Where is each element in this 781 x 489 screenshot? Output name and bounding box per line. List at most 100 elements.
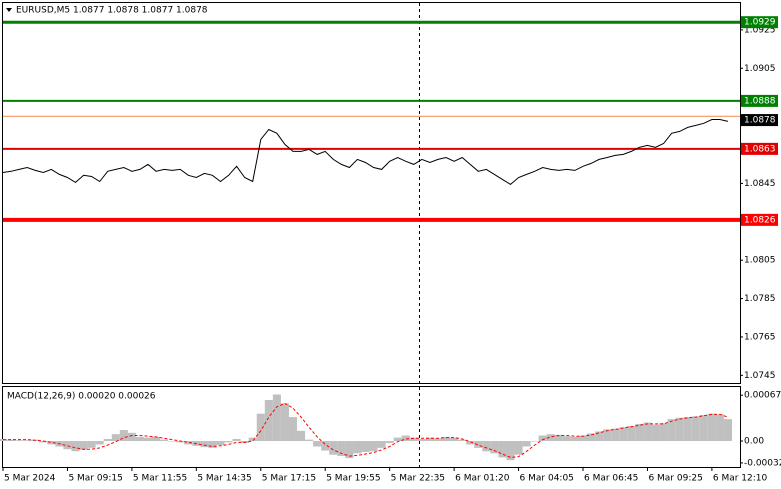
- macd-bar: [538, 435, 547, 442]
- x-tick-label: 5 Mar 17:15: [262, 474, 316, 484]
- macd-bar: [7, 439, 16, 442]
- x-tick-label: 5 Mar 14:35: [197, 474, 251, 484]
- macd-bar: [176, 441, 185, 443]
- macd-bar: [184, 441, 193, 445]
- macd-title: MACD(12,26,9) 0.00020 0.00026: [7, 392, 156, 402]
- macd-bar: [305, 439, 314, 442]
- macd-bar: [506, 441, 515, 461]
- macd-bar: [691, 416, 700, 442]
- macd-bar: [417, 438, 426, 442]
- macd-bar: [546, 434, 555, 442]
- signal-line: [3, 402, 729, 458]
- macd-bar: [256, 413, 265, 442]
- y-tick-label: 1.0765: [744, 332, 776, 342]
- macd-bar: [216, 441, 225, 446]
- macd-bar: [619, 427, 628, 442]
- level-label: 1.0929: [744, 18, 776, 28]
- macd-bar: [699, 415, 708, 442]
- macd-bar: [369, 441, 378, 452]
- macd-bar: [63, 441, 72, 450]
- macd-bar: [409, 437, 418, 442]
- macd-bar: [587, 433, 596, 442]
- level-label-box: [741, 142, 778, 155]
- macd-bar: [224, 441, 233, 443]
- macd-bar: [87, 441, 96, 448]
- plot-layer: [0, 20, 740, 461]
- y-tick-label: 1.0745: [744, 371, 776, 381]
- macd-bar: [514, 441, 523, 455]
- macd-bar: [425, 437, 434, 442]
- macd-bar: [643, 422, 652, 442]
- macd-bar: [152, 436, 161, 442]
- macd-bar: [659, 423, 668, 442]
- macd-bar: [723, 419, 733, 442]
- macd-bar: [530, 441, 539, 442]
- price-line: [2, 119, 729, 186]
- macd-bar: [715, 414, 724, 442]
- macd-bar: [393, 437, 402, 442]
- x-tick-label: 5 Mar 19:55: [326, 474, 380, 484]
- x-tick-label: 6 Mar 06:45: [584, 474, 638, 484]
- macd-bar: [160, 439, 169, 442]
- macd-bar: [95, 441, 104, 445]
- x-tick-label: 6 Mar 09:25: [648, 474, 702, 484]
- level-label-box: [741, 213, 778, 226]
- macd-bar: [47, 441, 56, 445]
- macd-bar: [264, 399, 273, 442]
- x-tick-label: 6 Mar 01:20: [455, 474, 510, 484]
- macd-bar: [353, 441, 362, 454]
- macd-bar: [611, 428, 620, 442]
- macd-bar: [482, 441, 491, 452]
- macd-panel: [2, 386, 741, 468]
- macd-bar: [651, 424, 660, 442]
- y-tick-label: 1.0905: [744, 64, 776, 74]
- macd-bar: [361, 441, 370, 452]
- macd-bar: [603, 429, 612, 442]
- macd-bar: [15, 440, 24, 442]
- x-tick-label: 5 Mar 11:55: [133, 474, 187, 484]
- menu-icon: [6, 8, 12, 12]
- x-tick-label: 5 Mar 09:15: [68, 474, 122, 484]
- y-tick-label: 0.00: [744, 437, 764, 447]
- macd-bar: [297, 430, 306, 442]
- macd-bar: [127, 432, 136, 442]
- macd-bar: [401, 435, 410, 442]
- macd-bar: [635, 423, 644, 442]
- y-tick-label: 1.0845: [744, 179, 776, 189]
- level-label: 1.0888: [744, 96, 776, 106]
- macd-bar: [135, 436, 144, 442]
- macd-bar: [522, 441, 531, 447]
- macd-bar: [498, 441, 507, 458]
- macd-bar: [466, 441, 475, 445]
- macd-bar: [490, 441, 499, 454]
- macd-bar: [458, 439, 467, 442]
- macd-bar: [385, 441, 394, 444]
- macd-bar: [232, 438, 241, 442]
- y-tick-label: 1.0805: [744, 256, 776, 266]
- macd-bar: [39, 441, 48, 443]
- macd-bar: [377, 441, 386, 448]
- macd-bar: [272, 394, 281, 442]
- x-tick-label: 5 Mar 2024: [4, 474, 56, 484]
- macd-bar: [119, 430, 128, 442]
- level-label: 1.0863: [744, 144, 776, 154]
- macd-bar: [433, 438, 443, 442]
- last-price-box: [741, 114, 778, 127]
- macd-bar: [79, 441, 88, 450]
- last-price-label: 1.0878: [744, 116, 776, 126]
- level-label-box: [741, 94, 778, 107]
- macd-bar: [675, 417, 684, 442]
- macd-bar: [168, 441, 177, 442]
- macd-bar: [450, 437, 459, 442]
- macd-bar: [570, 436, 579, 442]
- macd-bar: [442, 436, 451, 442]
- macd-bar: [627, 425, 636, 442]
- level-label: 1.0826: [744, 215, 776, 225]
- macd-bar: [683, 417, 692, 442]
- y-tick-label: 1.0925: [744, 25, 776, 35]
- price-panel: [2, 2, 741, 384]
- y-tick-label: 1.0785: [744, 294, 776, 304]
- macd-bar: [329, 441, 338, 455]
- x-tick-label: 6 Mar 12:10: [713, 474, 768, 484]
